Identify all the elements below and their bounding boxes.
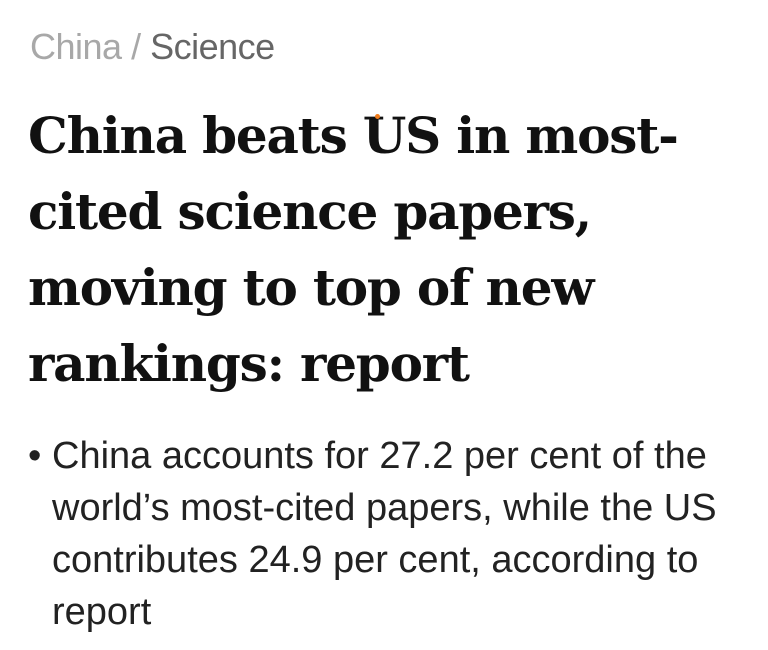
summary-bullet: • China accounts for 27.2 per cent of th… [28,430,748,638]
breadcrumb-science[interactable]: Science [150,26,275,67]
breadcrumb: China / Science [30,26,275,68]
touch-indicator-icon [375,114,380,119]
breadcrumb-china[interactable]: China [30,26,122,67]
summary-text: China accounts for 27.2 per cent of the … [52,435,717,633]
bullet-icon: • [28,435,42,477]
breadcrumb-separator: / [131,26,141,67]
headline: China beats US in most-cited science pap… [28,106,679,393]
